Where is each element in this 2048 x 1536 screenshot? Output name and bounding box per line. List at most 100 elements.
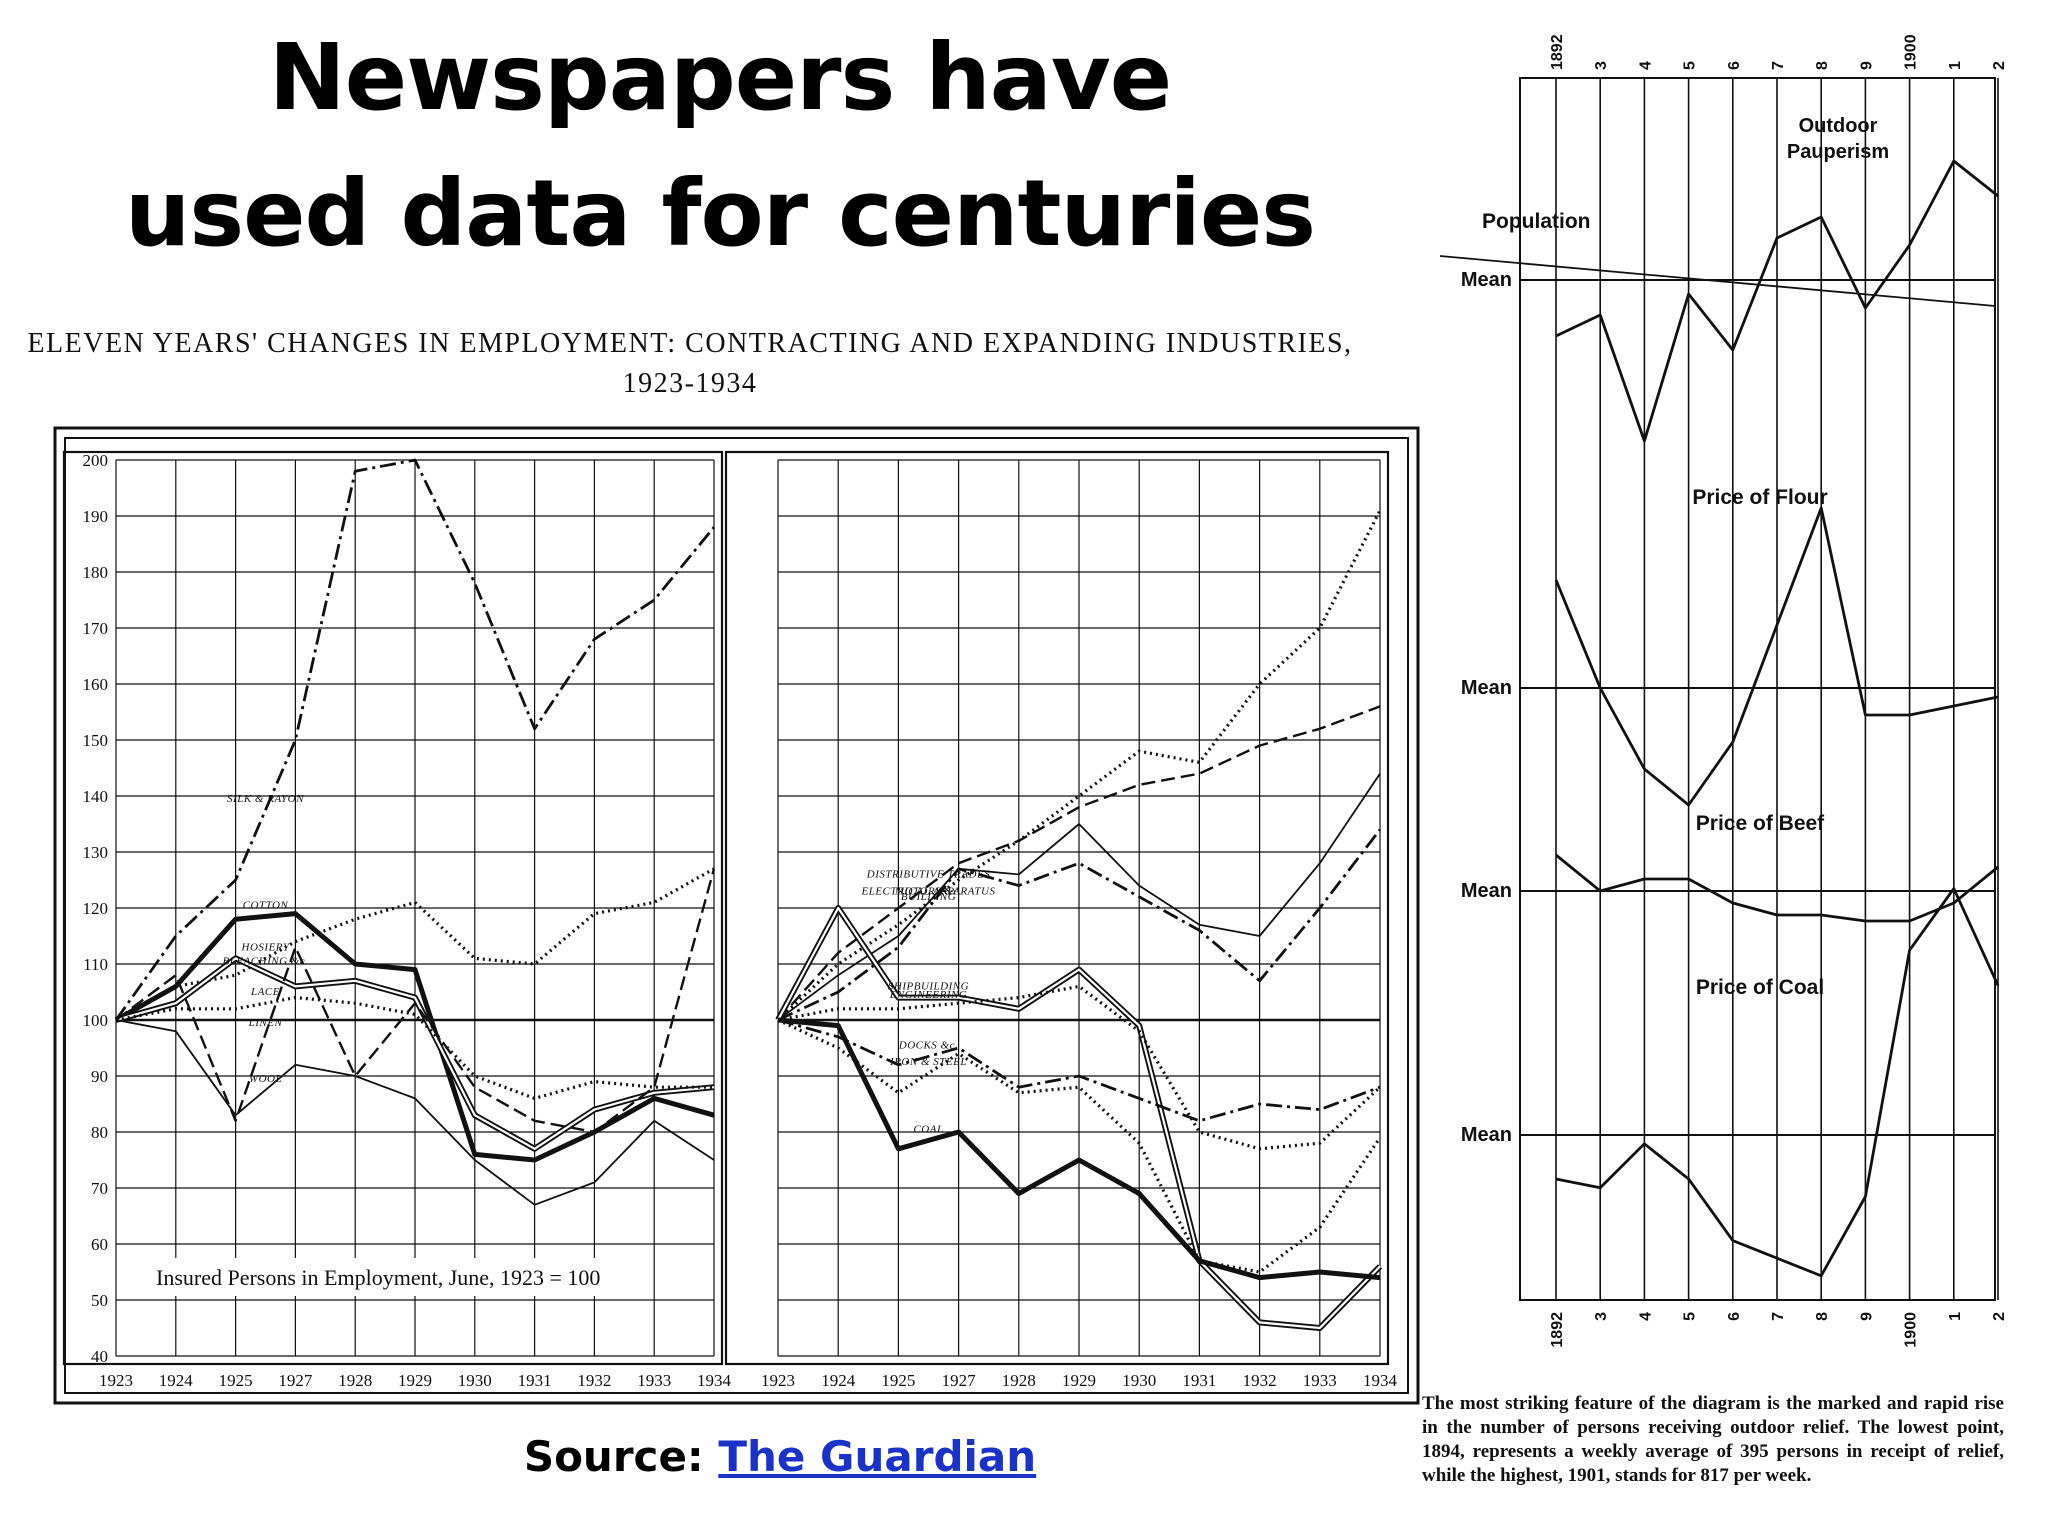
chart-title-line-2: 1923-1934 [623, 368, 758, 399]
x-tick-label: 1930 [458, 1371, 492, 1390]
source-label: Source: [523, 1432, 704, 1481]
y-tick-label: 130 [83, 843, 109, 862]
x-tick-label: 1934 [1363, 1371, 1398, 1390]
y-tick-label: 60 [91, 1235, 108, 1254]
relief-panel-price-of-flour: Mean Price of Flour [1461, 486, 1999, 807]
population-trend [1439, 255, 1996, 307]
series-line-inner [115, 957, 715, 1150]
series-engineering: ENGINEERING [777, 984, 1382, 1151]
year-label-bottom: 1900 [1903, 1312, 1920, 1348]
year-label-top: 3 [1593, 61, 1610, 70]
series-label: SILK & RAYON [227, 793, 304, 805]
year-label-bottom: 1 [1947, 1312, 1964, 1321]
series-label: BUILDING [901, 891, 956, 903]
relief-series-line [1555, 159, 1999, 443]
series-label: HOSIERY [241, 941, 291, 953]
y-tick-label: 150 [83, 731, 109, 750]
series-title-line-2: Pauperism [1787, 141, 1889, 163]
year-label-top: 8 [1814, 61, 1831, 70]
series-label: LINEN [248, 1017, 283, 1029]
source-link[interactable]: The Guardian [718, 1432, 1037, 1481]
series-electrical-apparatus: ELECTRICAL APPARATUS [776, 509, 1382, 1022]
series-coal: COAL [777, 1017, 1381, 1281]
x-tick-label: 1933 [637, 1371, 671, 1390]
series-line-inner [777, 906, 1381, 1330]
x-tick-label: 1924 [159, 1371, 194, 1390]
series-building: BUILDING [777, 828, 1382, 1022]
series-label: COTTON [243, 899, 289, 911]
x-tick-label: 1927 [942, 1371, 977, 1390]
series-distributive-trades: DISTRIBUTIVE TRADES [777, 705, 1381, 1021]
y-tick-label: 50 [91, 1291, 108, 1310]
series-line [777, 1018, 1381, 1123]
series-cotton: COTTON [114, 899, 715, 1163]
series-line [777, 705, 1381, 1021]
y-tick-label: 40 [91, 1347, 108, 1366]
y-tick-label: 190 [83, 507, 109, 526]
y-tick-label: 170 [83, 619, 109, 638]
series-line [115, 868, 716, 1134]
x-tick-label: 1929 [1062, 1371, 1096, 1390]
year-label-bottom: 4 [1637, 1312, 1654, 1321]
series-line [114, 911, 715, 1163]
series-label: BLEACHING &c. [223, 955, 309, 967]
year-label-bottom: 6 [1726, 1312, 1743, 1321]
x-tick-label: 1923 [761, 1371, 795, 1390]
series-title: Price of Flour [1692, 486, 1827, 509]
x-tick-label: 1925 [219, 1371, 253, 1390]
x-tick-label: 1930 [1122, 1371, 1156, 1390]
year-label-top: 4 [1637, 61, 1654, 70]
y-tick-label: 180 [83, 563, 109, 582]
year-label-bottom: 1892 [1549, 1312, 1566, 1348]
y-tick-label: 160 [83, 675, 109, 694]
mean-label: Mean [1461, 880, 1512, 902]
series-label: WOOL [249, 1073, 282, 1085]
series-label: ELECTRICAL APPARATUS [861, 885, 996, 897]
annotation-text: Insured Persons in Employment, June, 192… [156, 1265, 600, 1290]
series-line [115, 867, 715, 1022]
source-credit: Source: The Guardian [380, 1432, 1180, 1481]
x-tick-label: 1925 [881, 1371, 915, 1390]
series-label: COAL [913, 1123, 943, 1135]
relief-panel-price-of-coal: Mean Price of Coal [1461, 887, 2000, 1278]
y-tick-label: 100 [83, 1011, 109, 1030]
series-line [114, 458, 716, 1021]
relief-panel-outdoor-pauperism: Mean Population Outdoor Pauperism [1439, 115, 1999, 443]
mean-label: Mean [1461, 1124, 1512, 1146]
chart-annotation: Insured Persons in Employment, June, 192… [150, 1258, 630, 1296]
panel-expanding: 1923 1924 1925 1927 1928 1929 1930 1931 1932 1933… [724, 450, 1398, 1390]
panel-border [62, 450, 724, 1366]
x-tick-label: 1932 [577, 1371, 611, 1390]
series-line [777, 828, 1382, 1022]
x-tick-label: 1923 [99, 1371, 133, 1390]
chart-frame [53, 426, 1420, 1405]
mean-label: Mean [1461, 677, 1512, 699]
x-tick-label: 1927 [278, 1371, 313, 1390]
x-tick-label: 1928 [338, 1371, 372, 1390]
year-label-bottom: 8 [1814, 1312, 1831, 1321]
relief-series-line [1554, 506, 1999, 807]
y-tick-label: 90 [91, 1067, 108, 1086]
annotation-background [150, 1258, 630, 1296]
y-tick-label: 120 [83, 899, 109, 918]
x-tick-label: 1929 [398, 1371, 432, 1390]
year-label-top: 7 [1770, 61, 1787, 70]
relief-series-line [1555, 853, 1999, 923]
y-tick-label: 110 [83, 955, 108, 974]
y-tick-label: 140 [83, 787, 109, 806]
year-label-top: 9 [1858, 61, 1875, 70]
series-line [777, 1017, 1381, 1281]
slide-title-line-1: Newspapers have [268, 24, 1172, 131]
series-shipbuilding: SHIPBUILDING [775, 905, 1383, 1331]
x-tick-label: 1924 [821, 1371, 856, 1390]
slide-title: Newspapers have used data for centuries [100, 10, 1340, 282]
x-tick-label: 1928 [1002, 1371, 1036, 1390]
series-line [115, 995, 714, 1101]
year-label-top: 6 [1726, 61, 1743, 70]
series-bleaching-c: BLEACHING &c. [115, 955, 715, 1152]
panel-border [724, 450, 1390, 1366]
x-tick-label: 1932 [1243, 1371, 1277, 1390]
series-hosiery: HOSIERY [115, 867, 715, 1022]
series-wool: WOOL [115, 1019, 715, 1206]
series-lace: LACE [115, 986, 714, 1101]
